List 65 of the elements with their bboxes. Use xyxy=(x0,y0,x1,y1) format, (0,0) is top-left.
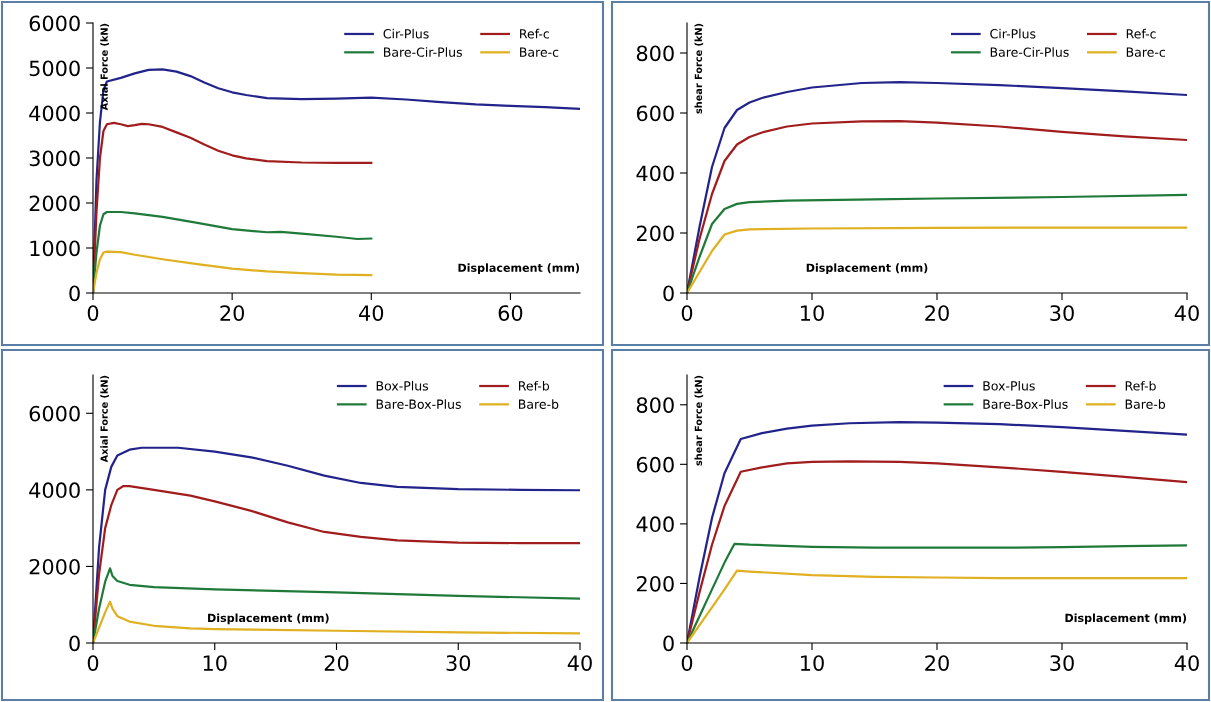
x-tick-label: 0 xyxy=(681,305,693,321)
x-axis-title: Displacement (mm) xyxy=(208,613,329,625)
y-tick-label: 2000 xyxy=(29,558,80,575)
y-tick-label: 6000 xyxy=(29,405,80,422)
x-tick-label: 30 xyxy=(1050,305,1074,321)
legend-label: Box-Plus xyxy=(376,380,429,391)
y-tick-label: 6000 xyxy=(29,15,80,32)
legend-label: Ref-b xyxy=(519,380,550,391)
y-tick-label: 400 xyxy=(636,516,674,533)
x-tick-label: 40 xyxy=(359,305,384,321)
y-tick-label: 2000 xyxy=(29,195,80,212)
legend-label: Ref-b xyxy=(1125,380,1156,391)
legend-label: Ref-c xyxy=(520,28,549,39)
y-tick-label: 600 xyxy=(636,105,674,122)
y-axis-title: Axial Force (kN) xyxy=(100,375,109,463)
legend-label: Bare-Cir-Plus xyxy=(384,47,462,57)
x-axis-title: Displacement (mm) xyxy=(806,263,928,275)
x-tick-label: 20 xyxy=(220,305,245,321)
y-tick-label: 800 xyxy=(636,397,674,413)
x-axis-title: Displacement (mm) xyxy=(458,263,580,275)
x-tick-label: 30 xyxy=(446,655,471,671)
legend-label: Bare-c xyxy=(520,47,559,57)
x-tick-label: 0 xyxy=(681,655,693,671)
line-series xyxy=(93,250,373,293)
x-tick-label: 40 xyxy=(1174,305,1199,321)
y-tick-label: 4000 xyxy=(29,105,80,122)
legend-label: Bare-b xyxy=(1125,399,1166,409)
legend-label: Bare-Box-Plus xyxy=(983,399,1068,409)
legend-label: Bare-Cir-Plus xyxy=(990,47,1069,57)
legend-label: Ref-c xyxy=(1126,28,1156,39)
x-tick-label: 20 xyxy=(925,655,949,671)
x-tick-label: 10 xyxy=(801,655,824,671)
y-tick-label: 400 xyxy=(636,165,674,182)
x-axis-title: Displacement (mm) xyxy=(1065,613,1187,625)
legend-label: Cir-Plus xyxy=(383,28,429,39)
x-tick-label: 0 xyxy=(87,305,99,321)
y-tick-label: 1000 xyxy=(30,240,80,257)
legend-label: Bare-c xyxy=(1126,47,1165,57)
x-tick-label: 40 xyxy=(1174,655,1199,671)
y-tick-label: 4000 xyxy=(29,482,80,499)
x-tick-label: 20 xyxy=(925,305,949,321)
x-tick-label: 10 xyxy=(801,305,824,321)
y-tick-label: 0 xyxy=(663,285,674,302)
y-tick-label: 0 xyxy=(69,635,80,652)
y-tick-label: 800 xyxy=(636,45,674,62)
x-tick-label: 0 xyxy=(87,655,99,671)
x-tick-label: 60 xyxy=(498,305,523,321)
y-tick-label: 0 xyxy=(663,635,674,652)
x-tick-label: 20 xyxy=(324,655,349,671)
legend-label: Bare-b xyxy=(519,399,559,409)
legend-label: Cir-Plus xyxy=(990,28,1036,39)
x-tick-label: 40 xyxy=(567,655,592,671)
y-tick-label: 3000 xyxy=(29,150,80,167)
legend-label: Box-Plus xyxy=(983,380,1035,391)
x-tick-label: 30 xyxy=(1050,655,1074,671)
y-tick-label: 200 xyxy=(636,225,674,242)
x-tick-label: 10 xyxy=(203,655,227,671)
y-axis-title: Axial Force (kN) xyxy=(100,23,109,111)
y-tick-label: 200 xyxy=(636,575,674,592)
y-axis-title: shear Force (kN) xyxy=(694,375,704,466)
y-tick-label: 5000 xyxy=(29,60,80,77)
y-tick-label: 600 xyxy=(636,456,674,473)
legend-label: Bare-Box-Plus xyxy=(376,399,461,409)
y-axis-title: shear Force (kN) xyxy=(694,23,704,114)
y-tick-label: 0 xyxy=(69,285,80,302)
